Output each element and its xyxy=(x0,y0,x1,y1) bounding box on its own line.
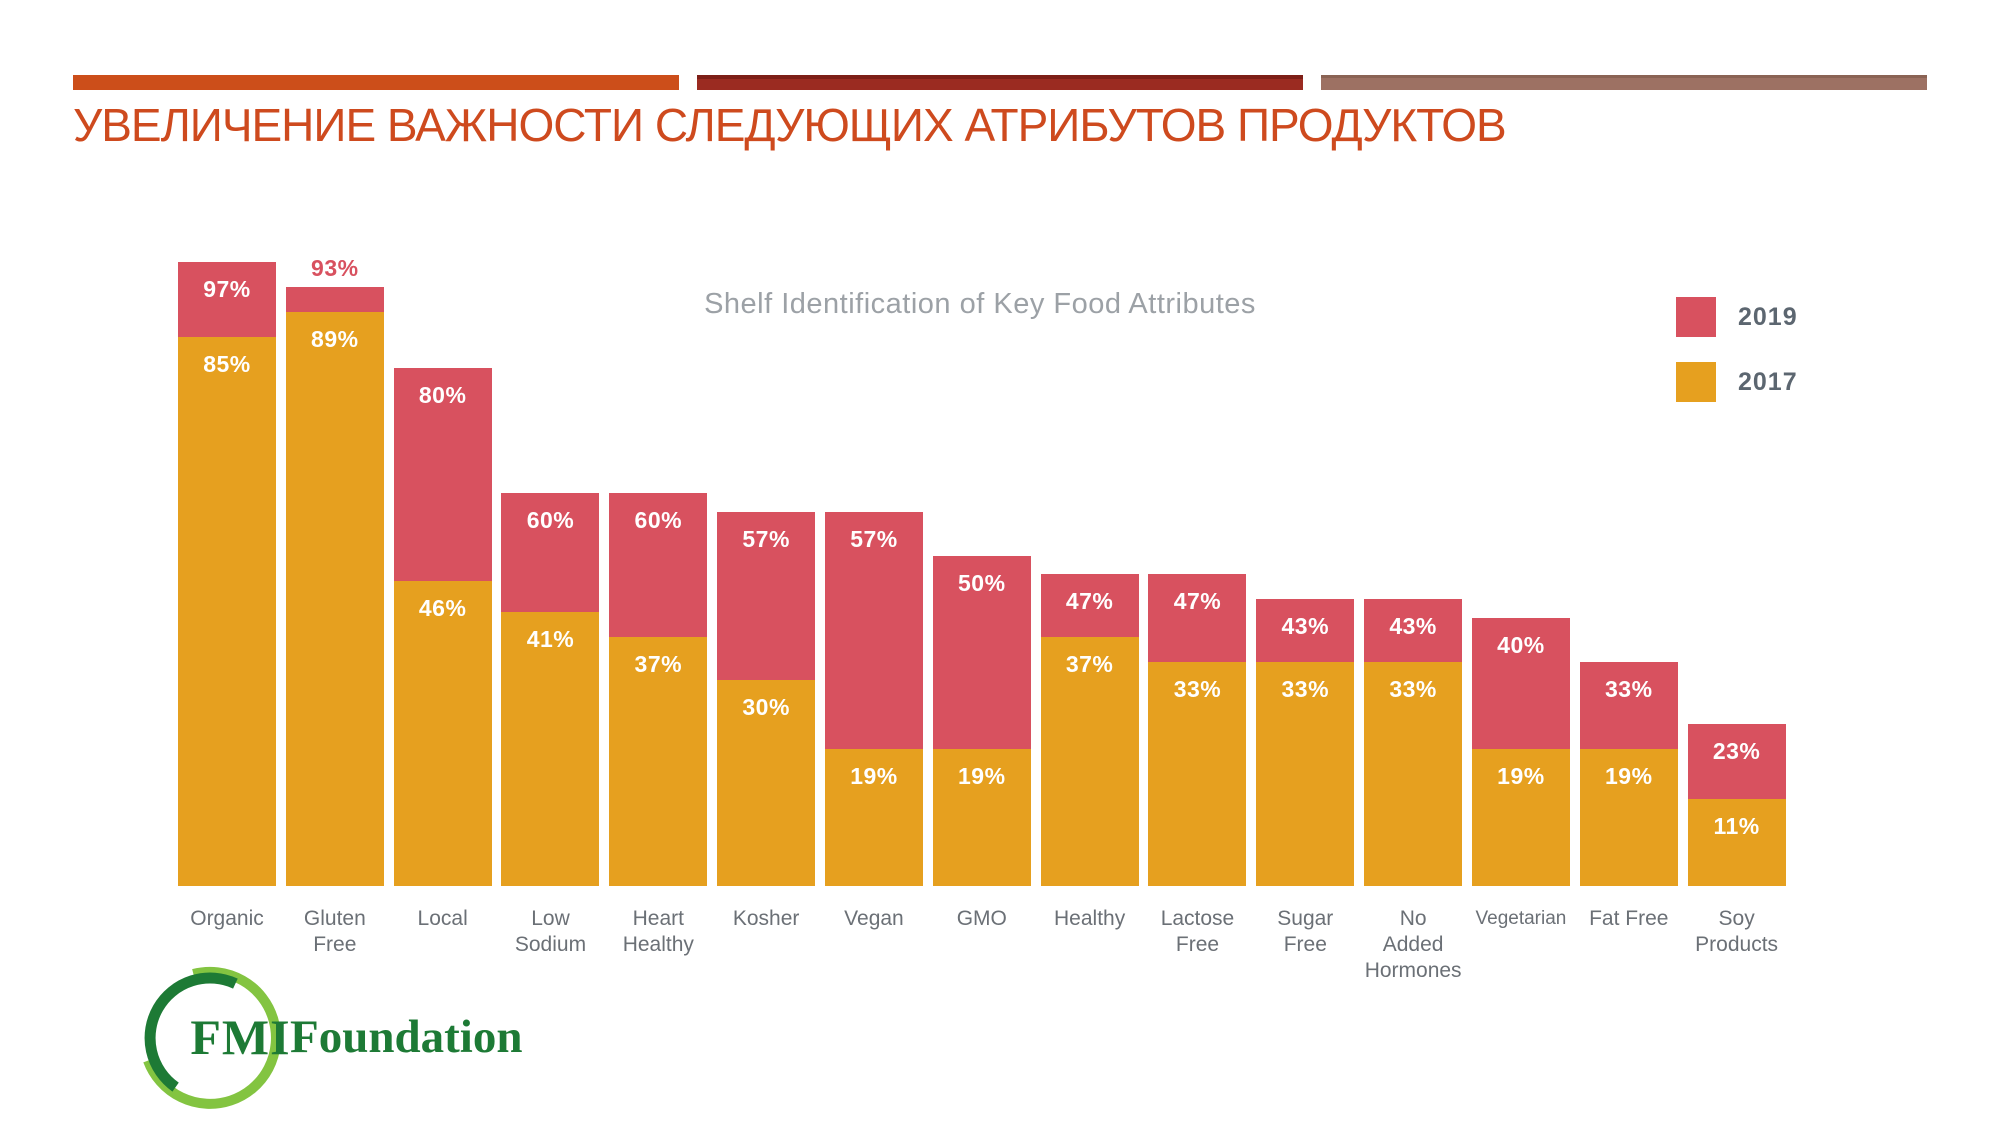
value-label-2019-organic: 97% xyxy=(203,276,251,302)
value-label-2019-lactose-free: 47% xyxy=(1173,588,1222,614)
value-label-2019-kosher: 57% xyxy=(742,526,790,552)
value-label-2017-vegan: 19% xyxy=(850,763,898,789)
legend-swatch-2017-icon xyxy=(1676,362,1716,402)
legend-row-2017: 2017 xyxy=(1676,361,1798,403)
top-rule-orange xyxy=(73,75,679,90)
category-label-fat-free: Fat Free xyxy=(1589,907,1669,930)
value-label-2017-soy-products: 11% xyxy=(1713,813,1760,839)
top-rule-mauve xyxy=(1321,75,1927,90)
bar-local-2017-segment xyxy=(393,581,492,886)
value-label-2017-lactose-free: 33% xyxy=(1173,676,1222,702)
value-label-2019-healthy: 47% xyxy=(1065,588,1114,614)
fmi-logo-circle-icon xyxy=(143,966,281,1109)
slide-title: УВЕЛИЧЕНИЕ ВАЖНОСТИ СЛЕДУЮЩИХ АТРИБУТОВ … xyxy=(73,99,1507,151)
category-label-local: Local xyxy=(417,907,468,930)
top-rule-darkred xyxy=(697,75,1303,90)
value-label-2017-sugar-free: 33% xyxy=(1281,676,1330,702)
bar-soy-products-2017-segment xyxy=(1687,799,1786,886)
bar-heart-healthy-2017-segment xyxy=(609,637,708,886)
value-label-2017-gmo: 19% xyxy=(958,763,1006,789)
bar-organic-2017-segment xyxy=(178,337,276,886)
foundation-wordmark: Foundation xyxy=(290,1011,523,1063)
category-label-soy-products: Soy Products xyxy=(1695,907,1779,956)
value-label-2017-heart-healthy: 37% xyxy=(634,651,683,677)
category-label-gluten-free: Gluten Free xyxy=(303,907,366,956)
bar-healthy-2017-segment xyxy=(1040,637,1139,886)
value-label-2017-kosher: 30% xyxy=(742,694,790,720)
value-label-2019-sugar-free: 43% xyxy=(1281,613,1330,639)
value-label-2017-local: 46% xyxy=(418,595,467,621)
category-label-gmo: GMO xyxy=(956,907,1007,930)
bar-gmo-2017-segment xyxy=(932,749,1031,886)
legend-label-2019: 2019 xyxy=(1738,302,1798,331)
value-label-2017-low-sodium: 41% xyxy=(526,626,575,652)
value-label-2019-gmo: 50% xyxy=(958,570,1006,596)
value-label-2019-no-added-hormones: 43% xyxy=(1389,613,1437,639)
value-label-2017-gluten-free: 89% xyxy=(311,326,359,352)
category-label-heart-healthy: Heart Healthy xyxy=(622,907,694,956)
value-label-2019-low-sodium: 60% xyxy=(526,507,575,533)
category-label-sugar-free: Sugar Free xyxy=(1277,907,1334,956)
chart-title: Shelf Identification of Key Food Attribu… xyxy=(704,288,1256,320)
bar-fat-free-2017-segment xyxy=(1579,749,1678,886)
category-label-vegan: Vegan xyxy=(844,907,904,930)
value-label-2019-vegan: 57% xyxy=(850,526,898,552)
category-label-healthy: Healthy xyxy=(1054,907,1126,930)
bar-gluten-free-2017-segment xyxy=(285,312,384,886)
value-label-2019-gluten-free: 93% xyxy=(311,255,359,281)
fmi-logo-text: FMI xyxy=(190,1009,291,1065)
legend-label-2017: 2017 xyxy=(1738,367,1798,396)
bar-no-added-hormones-2017-segment xyxy=(1364,662,1463,886)
category-label-low-sodium: Low Sodium xyxy=(514,907,587,956)
value-label-2017-no-added-hormones: 33% xyxy=(1389,676,1437,702)
category-label-lactose-free: Lactose Free xyxy=(1160,907,1235,956)
value-label-2019-fat-free: 33% xyxy=(1605,676,1653,702)
fmi-foundation-logo: FMI Foundation xyxy=(130,960,610,1120)
bar-lactose-free-2017-segment xyxy=(1148,662,1247,886)
bar-kosher-2017-segment xyxy=(717,680,816,886)
value-label-2019-soy-products: 23% xyxy=(1712,738,1761,764)
chart-legend: 2019 2017 xyxy=(1676,296,1798,426)
value-label-2017-fat-free: 19% xyxy=(1605,763,1653,789)
category-label-organic: Organic xyxy=(190,907,264,930)
value-label-2017-vegetarian: 19% xyxy=(1497,763,1545,789)
legend-row-2019: 2019 xyxy=(1676,296,1798,338)
bar-vegetarian-2017-segment xyxy=(1471,749,1570,886)
value-label-2019-heart-healthy: 60% xyxy=(634,507,683,533)
category-label-vegetarian: Vegetarian xyxy=(1475,908,1567,929)
value-label-2019-local: 80% xyxy=(418,382,467,408)
category-label-kosher: Kosher xyxy=(732,907,800,930)
bar-vegan-2017-segment xyxy=(824,749,923,886)
value-label-2017-healthy: 37% xyxy=(1065,651,1114,677)
legend-swatch-2019-icon xyxy=(1676,297,1716,337)
category-label-no-added-hormones: No Added Hormones xyxy=(1364,907,1462,982)
value-label-2019-vegetarian: 40% xyxy=(1497,632,1545,658)
bar-low-sodium-2017-segment xyxy=(501,612,600,886)
value-label-2017-organic: 85% xyxy=(203,351,251,377)
bar-sugar-free-2017-segment xyxy=(1256,662,1355,886)
